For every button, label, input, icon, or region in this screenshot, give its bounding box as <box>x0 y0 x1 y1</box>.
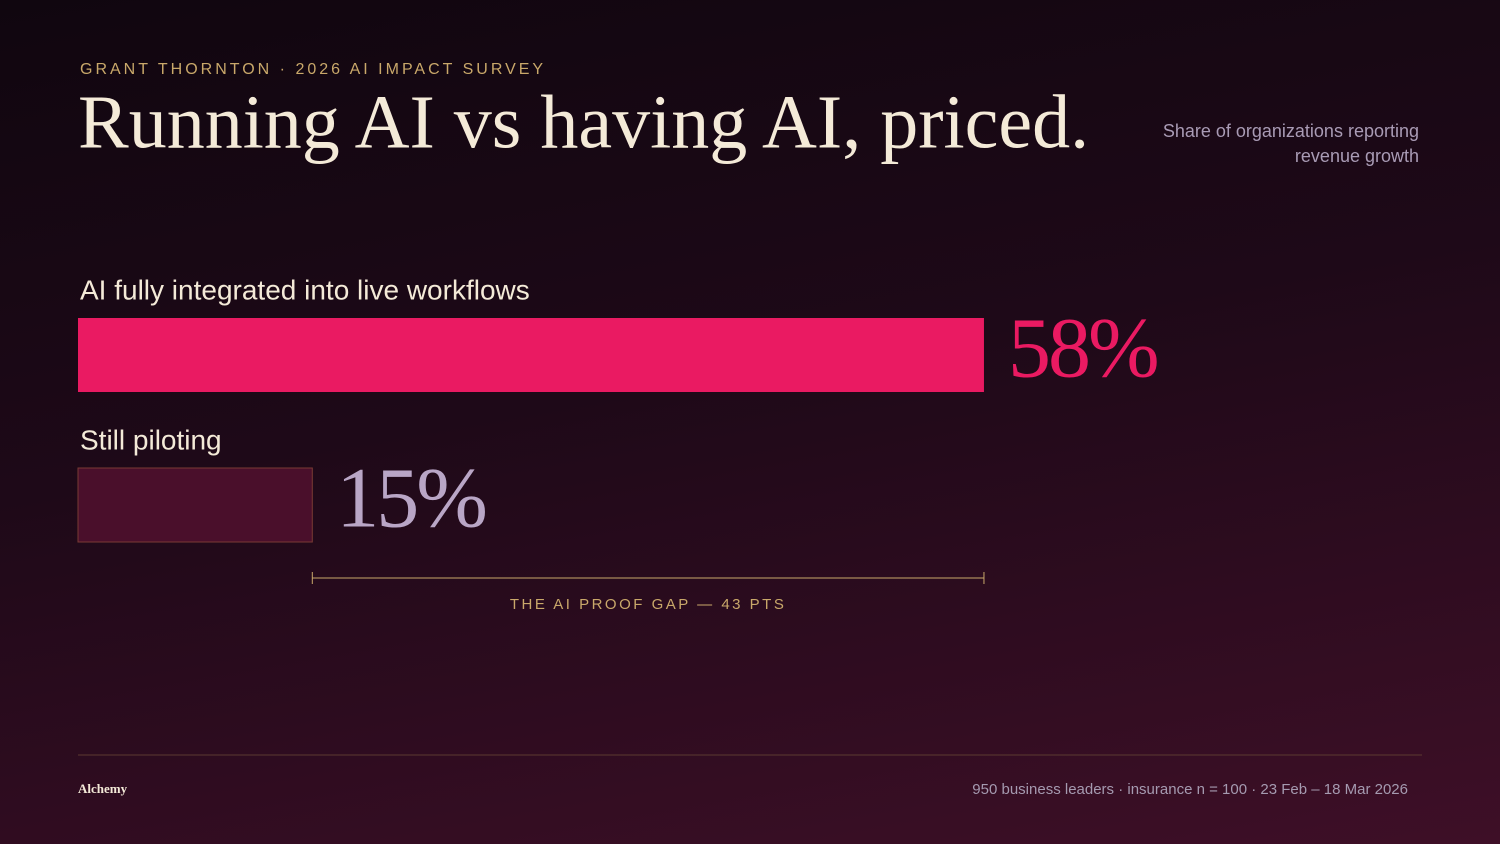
value-label: 15% <box>336 450 485 546</box>
eyebrow: GRANT THORNTON · 2026 AI IMPACT SURVEY <box>80 61 546 78</box>
logo: Alchemy <box>78 781 128 796</box>
bar <box>77 467 313 543</box>
chart-title: Running AI vs having AI, priced. <box>78 80 1089 164</box>
value-label: 58% <box>1008 300 1157 396</box>
annotation: THE AI PROOF GAP — 43 PTS <box>510 596 786 613</box>
category-label: Still piloting <box>80 424 222 455</box>
bar <box>78 318 984 392</box>
subtitle: Share of organizations reporting revenue … <box>1163 121 1419 166</box>
category-label: AI fully integrated into live workflows <box>80 274 530 305</box>
source-note: 950 business leaders · insurance n = 100… <box>972 781 1408 798</box>
